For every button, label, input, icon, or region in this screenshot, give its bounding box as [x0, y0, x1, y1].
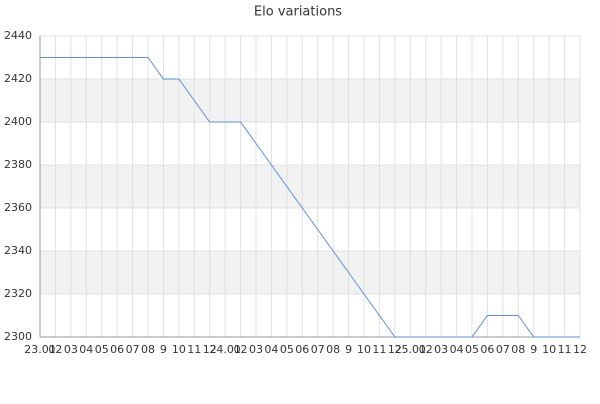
x-tick-label: 12	[388, 343, 402, 356]
x-tick-label: 02	[419, 343, 433, 356]
y-tick-label: 2400	[4, 115, 32, 128]
y-tick-label: 2380	[4, 158, 32, 171]
x-tick-label: 05	[95, 343, 109, 356]
x-tick-label: 06	[110, 343, 124, 356]
x-tick-label: 08	[326, 343, 340, 356]
x-tick-label: 07	[496, 343, 510, 356]
x-tick-label: 11	[372, 343, 386, 356]
x-tick-label: 03	[64, 343, 78, 356]
x-tick-label: 10	[357, 343, 371, 356]
x-tick-label: 04	[450, 343, 464, 356]
y-tick-label: 2440	[4, 29, 32, 42]
x-tick-label: 02	[234, 343, 248, 356]
x-tick-label: 06	[295, 343, 309, 356]
y-tick-label: 2420	[4, 72, 32, 85]
x-tick-label: 08	[141, 343, 155, 356]
x-tick-label: 05	[465, 343, 479, 356]
y-tick-label: 2320	[4, 287, 32, 300]
grid-band	[40, 251, 580, 294]
x-tick-label: 24.01	[209, 343, 241, 356]
grid-band	[40, 79, 580, 122]
x-tick-label: 12	[573, 343, 587, 356]
x-tick-label: 11	[187, 343, 201, 356]
x-tick-label: 07	[311, 343, 325, 356]
y-tick-label: 2360	[4, 201, 32, 214]
line	[40, 57, 580, 338]
x-tick-label: 02	[48, 343, 62, 356]
x-tick-label: 04	[264, 343, 278, 356]
x-tick-label: 11	[558, 343, 572, 356]
x-tick-label: 05	[280, 343, 294, 356]
x-tick-label: 9	[530, 343, 537, 356]
x-tick-label: 10	[542, 343, 556, 356]
x-tick-label: 10	[172, 343, 186, 356]
x-tick-label: 9	[345, 343, 352, 356]
x-tick-label: 12	[203, 343, 217, 356]
x-tick-label: 25.01	[395, 343, 427, 356]
x-tick-label: 23.01	[24, 343, 56, 356]
x-tick-label: 03	[249, 343, 263, 356]
x-tick-label: 9	[160, 343, 167, 356]
x-tick-label: 08	[511, 343, 525, 356]
y-tick-label: 2300	[4, 330, 32, 343]
y-tick-label: 2340	[4, 244, 32, 257]
chart-title: Elo variations	[254, 5, 342, 20]
x-tick-label: 03	[434, 343, 448, 356]
x-tick-label: 06	[480, 343, 494, 356]
x-tick-label: 07	[126, 343, 140, 356]
grid-band	[40, 165, 580, 208]
x-tick-label: 04	[79, 343, 93, 356]
